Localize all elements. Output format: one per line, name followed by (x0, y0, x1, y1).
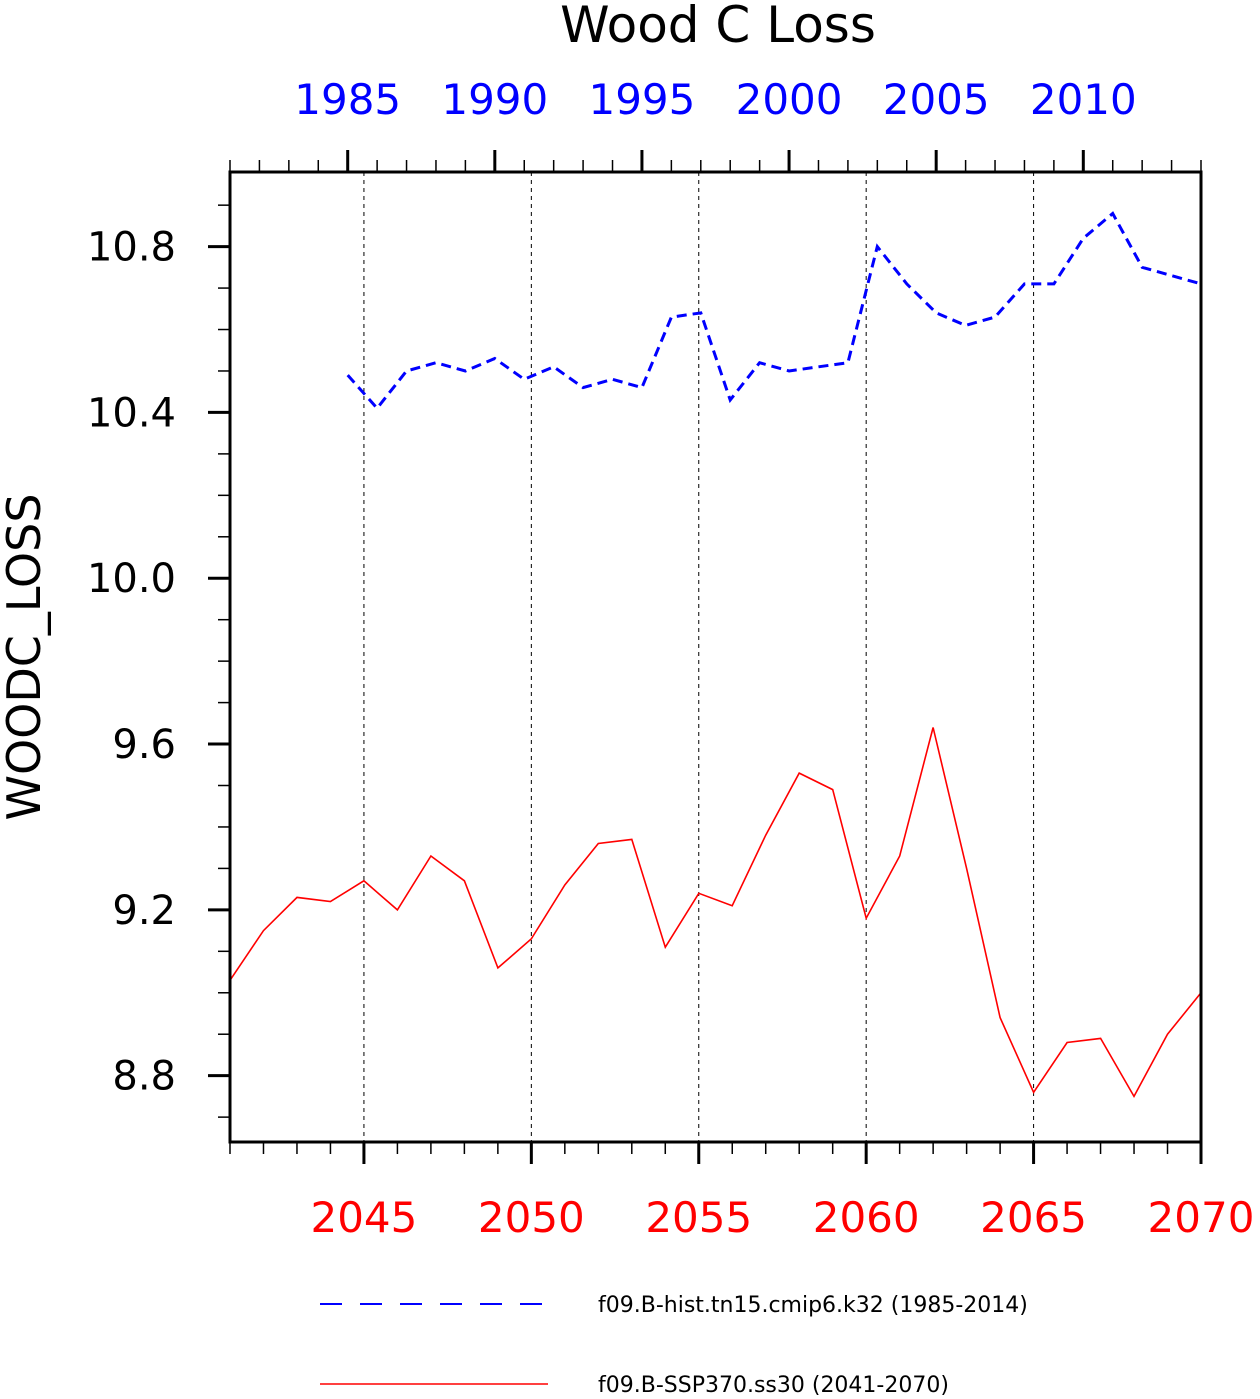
bottom-tick-label: 2070 (1148, 1193, 1255, 1242)
legend: f09.B-hist.tn15.cmip6.k32 (1985-2014) f09… (320, 1293, 1028, 1398)
axis-tick-labels: 2045 2050 2055 2060 2065 2070 1985 1990 1995 2000… (87, 75, 1255, 1242)
series-layer (229, 211, 1202, 1099)
legend-label: f09.B-hist.tn15.cmip6.k32 (1985-2014) (598, 1293, 1028, 1318)
top-tick-label: 1985 (294, 75, 401, 124)
chart-title: Wood C Loss (560, 0, 876, 54)
plot-frame (228, 170, 1203, 1144)
gridlines (363, 172, 1035, 1142)
legend-label: f09.B-SSP370.ss30 (2041-2070) (598, 1373, 949, 1398)
y-tick-label: 9.2 (112, 888, 176, 934)
y-tick-label: 8.8 (112, 1054, 176, 1100)
series-line-ssp370 (229, 727, 1202, 1099)
bottom-tick-label: 2050 (478, 1193, 585, 1242)
bottom-tick-label: 2065 (980, 1193, 1087, 1242)
bottom-tick-label: 2060 (813, 1193, 920, 1242)
axis-ticks (208, 150, 1203, 1164)
y-tick-label: 10.8 (87, 225, 176, 271)
bottom-tick-label: 2055 (645, 1193, 752, 1242)
top-tick-label: 2005 (883, 75, 990, 124)
series-line-hist (346, 211, 1202, 411)
top-tick-label: 2000 (736, 75, 843, 124)
y-tick-label: 10.4 (87, 390, 176, 436)
top-tick-label: 1995 (588, 75, 695, 124)
y-tick-label: 9.6 (112, 722, 176, 768)
bottom-tick-label: 2045 (310, 1193, 417, 1242)
y-tick-label: 10.0 (87, 556, 176, 602)
top-tick-label: 2010 (1030, 75, 1137, 124)
top-tick-label: 1990 (441, 75, 548, 124)
y-axis-label: WOODC_LOSS (0, 493, 51, 820)
